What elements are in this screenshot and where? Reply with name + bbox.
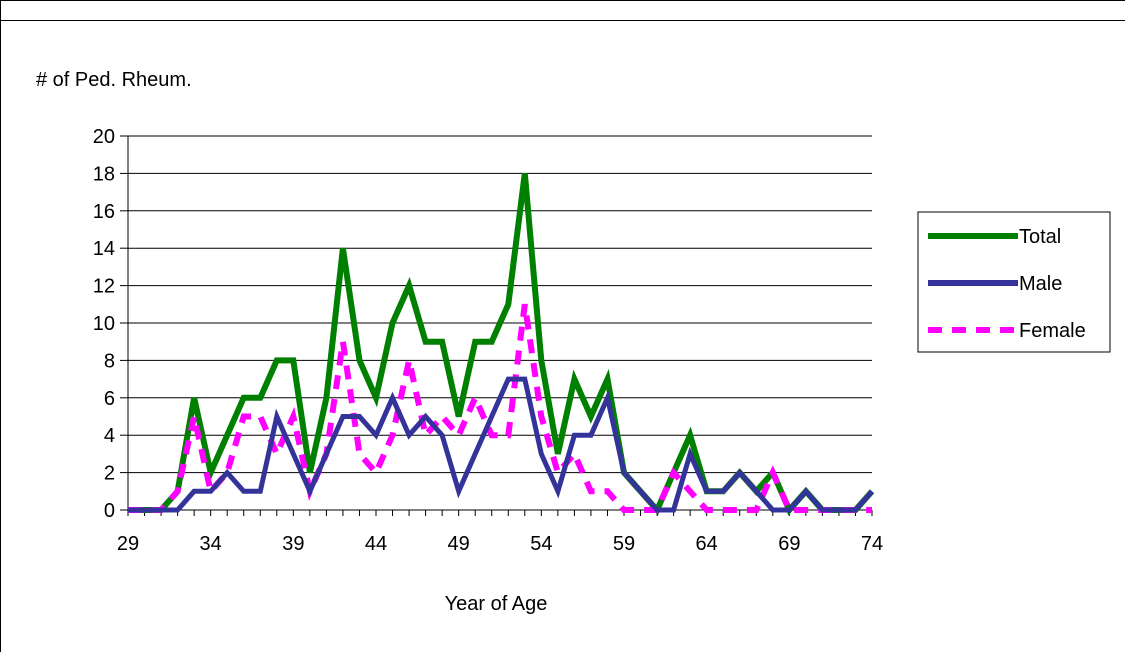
x-tick-label: 29 xyxy=(117,533,139,555)
series-line-total xyxy=(128,173,875,516)
x-tick-label: 59 xyxy=(613,533,635,555)
series-lines xyxy=(128,173,875,516)
series-line-female xyxy=(128,303,872,513)
y-tick-label: 18 xyxy=(93,163,115,185)
y-tick-label: 16 xyxy=(93,201,115,223)
legend-label-female: Female xyxy=(1019,320,1086,342)
x-tick-label: 74 xyxy=(861,533,883,555)
y-tick-label: 14 xyxy=(93,238,115,260)
x-tick-label: 69 xyxy=(778,533,800,555)
x-axis-title: Year of Age xyxy=(445,593,548,615)
y-axis-title: # of Ped. Rheum. xyxy=(36,69,192,91)
x-tick-labels: 29 34 39 44 49 54 59 64 69 74 xyxy=(117,533,883,555)
y-tick-label: 6 xyxy=(104,388,115,410)
x-tick-label: 44 xyxy=(365,533,387,555)
legend: Total Male Female xyxy=(917,211,1111,353)
y-tick-label: 2 xyxy=(104,463,115,485)
series-line-male xyxy=(128,376,874,513)
x-tick-label: 34 xyxy=(200,533,222,555)
x-tick-label: 39 xyxy=(282,533,304,555)
x-tick-label: 54 xyxy=(530,533,552,555)
y-tick-label: 12 xyxy=(93,276,115,298)
legend-label-total: Total xyxy=(1019,226,1061,248)
y-tick-label: 10 xyxy=(93,313,115,335)
y-tick-labels: 0 2 4 6 8 10 12 14 16 18 20 xyxy=(93,126,115,522)
x-tick-label: 49 xyxy=(448,533,470,555)
legend-label-male: Male xyxy=(1019,273,1062,295)
y-tick-label: 4 xyxy=(104,425,115,447)
y-tick-label: 0 xyxy=(104,500,115,522)
top-border xyxy=(0,20,1125,21)
x-tick-label: 64 xyxy=(696,533,718,555)
y-tick-label: 8 xyxy=(104,350,115,372)
y-tick-label: 20 xyxy=(93,126,115,148)
